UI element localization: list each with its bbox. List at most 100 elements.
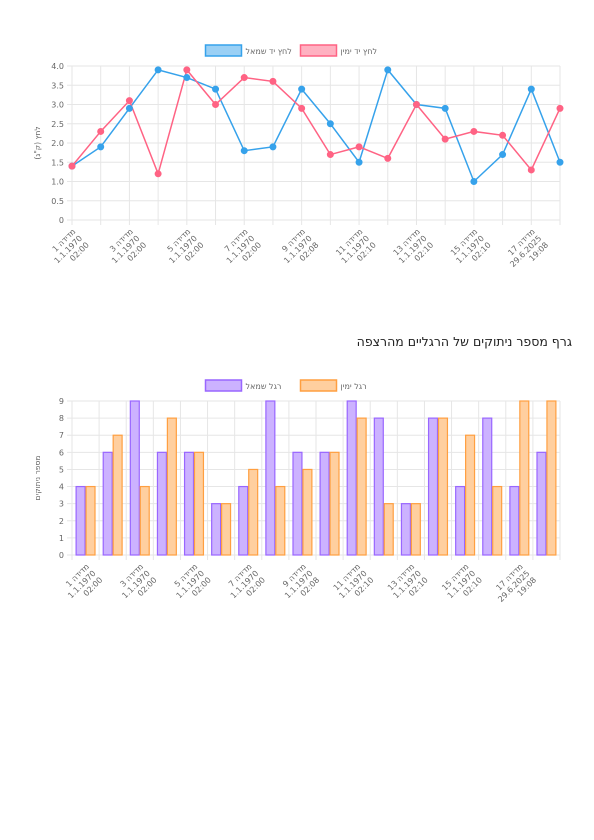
data-point (97, 127, 105, 135)
data-point (326, 120, 334, 128)
bar (492, 485, 503, 556)
bar (410, 503, 421, 556)
bar (102, 451, 113, 556)
y-tick-label: 3.5 (51, 81, 64, 90)
x-tick-label: מדידה 131.1.197002:10 (390, 227, 435, 272)
x-tick-label: מדידה 1729.6.202519:08 (502, 227, 551, 276)
data-point (183, 66, 191, 74)
data-point (183, 74, 191, 82)
legend-swatch (299, 379, 338, 392)
data-point (441, 135, 449, 143)
bar (356, 417, 367, 556)
data-point (298, 85, 306, 93)
bar (193, 451, 205, 556)
bar (546, 400, 557, 556)
data-point (527, 166, 535, 174)
x-tick-label: מדידה 71.1.197002:00 (218, 227, 263, 272)
disconnections-bar-chart: רגל שמאל רגל ימין 0 1 2 3 4 5 6 7 8 9 מספר ניתוקים מד… (0, 375, 594, 625)
legend-label: רגל ימין (341, 382, 367, 391)
x-tick-label: מדידה 31.1.197002:00 (103, 227, 148, 272)
bar (85, 485, 96, 556)
data-point (154, 66, 162, 74)
bar (455, 485, 466, 556)
bar (112, 434, 123, 556)
y-tick-label: 6 (59, 448, 64, 457)
y-tick-label: 0 (59, 551, 64, 560)
bar (156, 451, 167, 556)
y-tick-label: 3.0 (51, 101, 64, 110)
bar (211, 503, 222, 556)
y-tick-label: 4.0 (51, 62, 64, 71)
x-tick-label: מדידה 151.1.197002:10 (439, 562, 484, 607)
data-point (269, 143, 277, 151)
data-point (412, 101, 420, 108)
data-point (269, 77, 277, 85)
bar (248, 468, 259, 556)
bar (437, 417, 449, 556)
legend-item: לחץ יד שמאל (204, 44, 292, 57)
pressure-line-chart-svg: לחץ יד שמאל לחץ יד ימין 0 0.5 1.0 1.5 2.0 2.5 3.… (33, 44, 564, 276)
data-point (212, 85, 220, 93)
bar (166, 417, 177, 556)
data-point (355, 158, 363, 166)
x-tick-label: מדידה 111.1.197002:10 (331, 562, 376, 607)
y-axis-title: מספר ניתוקים (33, 456, 42, 501)
y-tick-label: 9 (59, 397, 64, 406)
y-tick-label: 8 (59, 414, 64, 423)
bar (519, 400, 530, 556)
legend: רגל שמאל רגל ימין (204, 379, 367, 392)
legend-item: רגל ימין (299, 379, 367, 392)
legend-swatch (204, 44, 243, 57)
y-tick-label: 3 (59, 500, 64, 509)
bar (329, 451, 340, 556)
y-tick-label: 2.5 (51, 120, 64, 129)
x-tick-label: מדידה 11.1.197002:00 (59, 562, 104, 607)
bar (319, 451, 330, 556)
bar (465, 434, 476, 556)
data-point (326, 151, 334, 159)
y-tick-label: 1 (59, 534, 64, 543)
data-point (441, 104, 449, 112)
legend-label: לחץ יד ימין (341, 47, 378, 56)
bar (238, 485, 249, 556)
bar (482, 417, 493, 556)
legend-item: לחץ יד ימין (299, 44, 378, 57)
data-point (97, 143, 105, 151)
x-tick-label: מדידה 111.1.197002:10 (333, 227, 378, 272)
data-point (125, 97, 133, 105)
data-point (355, 143, 363, 151)
x-tick-label: מדידה 91.1.197002:08 (276, 562, 321, 607)
data-point (470, 178, 478, 185)
data-point (470, 127, 478, 135)
x-tick-label: מדידה 1729.6.202519:08 (490, 562, 539, 611)
bar (129, 400, 140, 556)
bar (427, 417, 439, 556)
bar (383, 503, 394, 556)
data-point (499, 151, 507, 159)
y-tick-label: 1.5 (51, 158, 64, 167)
data-point (154, 170, 162, 178)
x-tick-label: מדידה 91.1.197002:08 (276, 227, 321, 272)
legend: לחץ יד שמאל לחץ יד ימין (204, 44, 378, 57)
series-line (71, 68, 561, 183)
data-point (556, 104, 564, 112)
x-tick-label: מדידה 51.1.197002:00 (168, 562, 213, 607)
disconnections-bar-chart-svg: רגל שמאל רגל ימין 0 1 2 3 4 5 6 7 8 9 מספר ניתוקים מד… (33, 379, 561, 611)
x-tick-label: מדידה 11.1.197002:00 (46, 227, 91, 272)
bar (275, 485, 286, 556)
bar (400, 503, 411, 556)
data-point (556, 158, 564, 166)
legend-swatch (299, 44, 338, 57)
y-tick-label: 0 (59, 216, 64, 225)
bar (536, 451, 547, 556)
y-tick-label: 1.0 (51, 178, 64, 187)
data-point (68, 162, 76, 170)
y-axis-title: לחץ (ק"ג) (33, 126, 42, 159)
bar (75, 485, 86, 556)
series-line (71, 68, 561, 177)
bar (221, 503, 232, 556)
legend-item: רגל שמאל (204, 379, 281, 392)
data-point (384, 154, 392, 162)
bar (183, 451, 195, 556)
bar (139, 485, 150, 556)
